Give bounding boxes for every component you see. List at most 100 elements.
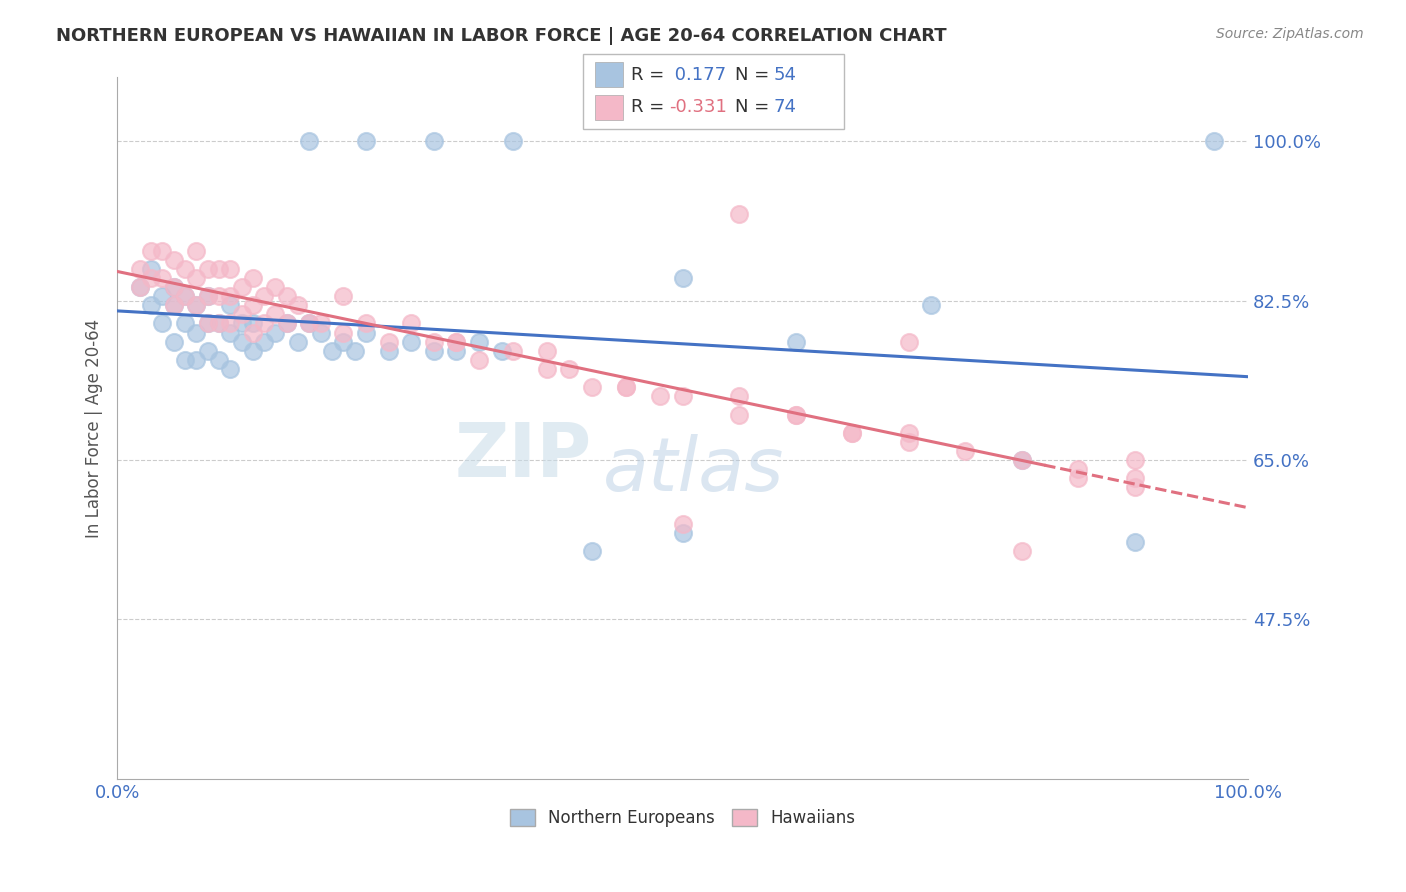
Point bbox=[253, 334, 276, 349]
Point bbox=[253, 289, 276, 303]
Point bbox=[139, 244, 162, 258]
Point bbox=[197, 261, 219, 276]
Point bbox=[321, 343, 343, 358]
Point bbox=[186, 298, 208, 312]
Point bbox=[163, 298, 186, 312]
Text: N =: N = bbox=[735, 98, 775, 116]
Point bbox=[186, 352, 208, 367]
Text: R =: R = bbox=[631, 66, 671, 84]
Point bbox=[219, 317, 242, 331]
Point bbox=[242, 326, 264, 340]
Point bbox=[264, 326, 287, 340]
Point bbox=[354, 326, 377, 340]
Point bbox=[377, 343, 399, 358]
Point bbox=[219, 289, 242, 303]
Point bbox=[671, 525, 693, 540]
Point bbox=[897, 425, 920, 440]
Point bbox=[197, 289, 219, 303]
Point bbox=[446, 334, 468, 349]
Point bbox=[197, 317, 219, 331]
Point bbox=[536, 343, 558, 358]
Point bbox=[841, 425, 863, 440]
Point bbox=[231, 334, 253, 349]
Point bbox=[276, 317, 298, 331]
Point bbox=[614, 380, 637, 394]
Point bbox=[139, 261, 162, 276]
Point bbox=[728, 408, 751, 422]
Point bbox=[152, 244, 174, 258]
Point bbox=[648, 389, 671, 403]
Text: ZIP: ZIP bbox=[454, 420, 592, 492]
Point bbox=[128, 261, 150, 276]
Point bbox=[264, 280, 287, 294]
Text: 54: 54 bbox=[773, 66, 796, 84]
Point bbox=[128, 280, 150, 294]
Text: 0.177: 0.177 bbox=[669, 66, 727, 84]
Point bbox=[208, 317, 231, 331]
Point bbox=[1123, 535, 1146, 549]
Point bbox=[332, 334, 354, 349]
Point bbox=[231, 280, 253, 294]
Point bbox=[287, 298, 309, 312]
Point bbox=[920, 298, 942, 312]
Point bbox=[197, 343, 219, 358]
Point bbox=[1123, 471, 1146, 485]
Point bbox=[174, 317, 197, 331]
Point bbox=[197, 289, 219, 303]
Legend: Northern Europeans, Hawaiians: Northern Europeans, Hawaiians bbox=[503, 802, 862, 834]
Point bbox=[1202, 134, 1225, 148]
Point bbox=[139, 298, 162, 312]
Point bbox=[174, 289, 197, 303]
Point bbox=[242, 343, 264, 358]
Point bbox=[354, 134, 377, 148]
Point bbox=[1067, 471, 1090, 485]
Point bbox=[186, 326, 208, 340]
Point bbox=[128, 280, 150, 294]
Point bbox=[332, 289, 354, 303]
Point bbox=[208, 317, 231, 331]
Point bbox=[614, 380, 637, 394]
Point bbox=[785, 334, 807, 349]
Text: atlas: atlas bbox=[603, 434, 785, 507]
Point bbox=[491, 343, 513, 358]
Point bbox=[728, 207, 751, 221]
Point bbox=[785, 408, 807, 422]
Text: NORTHERN EUROPEAN VS HAWAIIAN IN LABOR FORCE | AGE 20-64 CORRELATION CHART: NORTHERN EUROPEAN VS HAWAIIAN IN LABOR F… bbox=[56, 27, 946, 45]
Point bbox=[671, 271, 693, 285]
Point bbox=[1123, 453, 1146, 467]
Point bbox=[231, 317, 253, 331]
Point bbox=[1011, 453, 1033, 467]
Point bbox=[332, 326, 354, 340]
Point bbox=[446, 343, 468, 358]
Point bbox=[163, 280, 186, 294]
Point bbox=[581, 544, 603, 558]
Point bbox=[174, 352, 197, 367]
Point bbox=[343, 343, 366, 358]
Point bbox=[287, 334, 309, 349]
Point bbox=[253, 317, 276, 331]
Text: -0.331: -0.331 bbox=[669, 98, 727, 116]
Point bbox=[354, 317, 377, 331]
Point bbox=[298, 317, 321, 331]
Point bbox=[399, 317, 422, 331]
Point bbox=[446, 334, 468, 349]
Point bbox=[163, 334, 186, 349]
Point bbox=[174, 289, 197, 303]
Point bbox=[219, 261, 242, 276]
Point bbox=[728, 389, 751, 403]
Text: 74: 74 bbox=[773, 98, 796, 116]
Point bbox=[1123, 480, 1146, 494]
Point bbox=[163, 280, 186, 294]
Point bbox=[502, 134, 524, 148]
Point bbox=[219, 298, 242, 312]
Point bbox=[186, 298, 208, 312]
Point bbox=[208, 261, 231, 276]
Point bbox=[1011, 453, 1033, 467]
Point bbox=[897, 334, 920, 349]
Point bbox=[186, 244, 208, 258]
Point bbox=[242, 317, 264, 331]
Point bbox=[152, 289, 174, 303]
Point bbox=[423, 343, 446, 358]
Point bbox=[152, 317, 174, 331]
Point bbox=[423, 134, 446, 148]
